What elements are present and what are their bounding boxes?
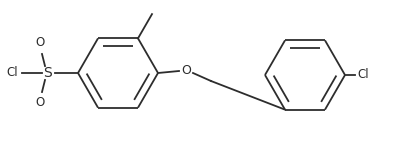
Text: S: S (44, 66, 53, 80)
Text: O: O (36, 37, 44, 49)
Text: O: O (181, 65, 191, 77)
Text: Cl: Cl (357, 68, 368, 81)
Text: O: O (36, 97, 44, 109)
Text: Cl: Cl (6, 67, 18, 79)
